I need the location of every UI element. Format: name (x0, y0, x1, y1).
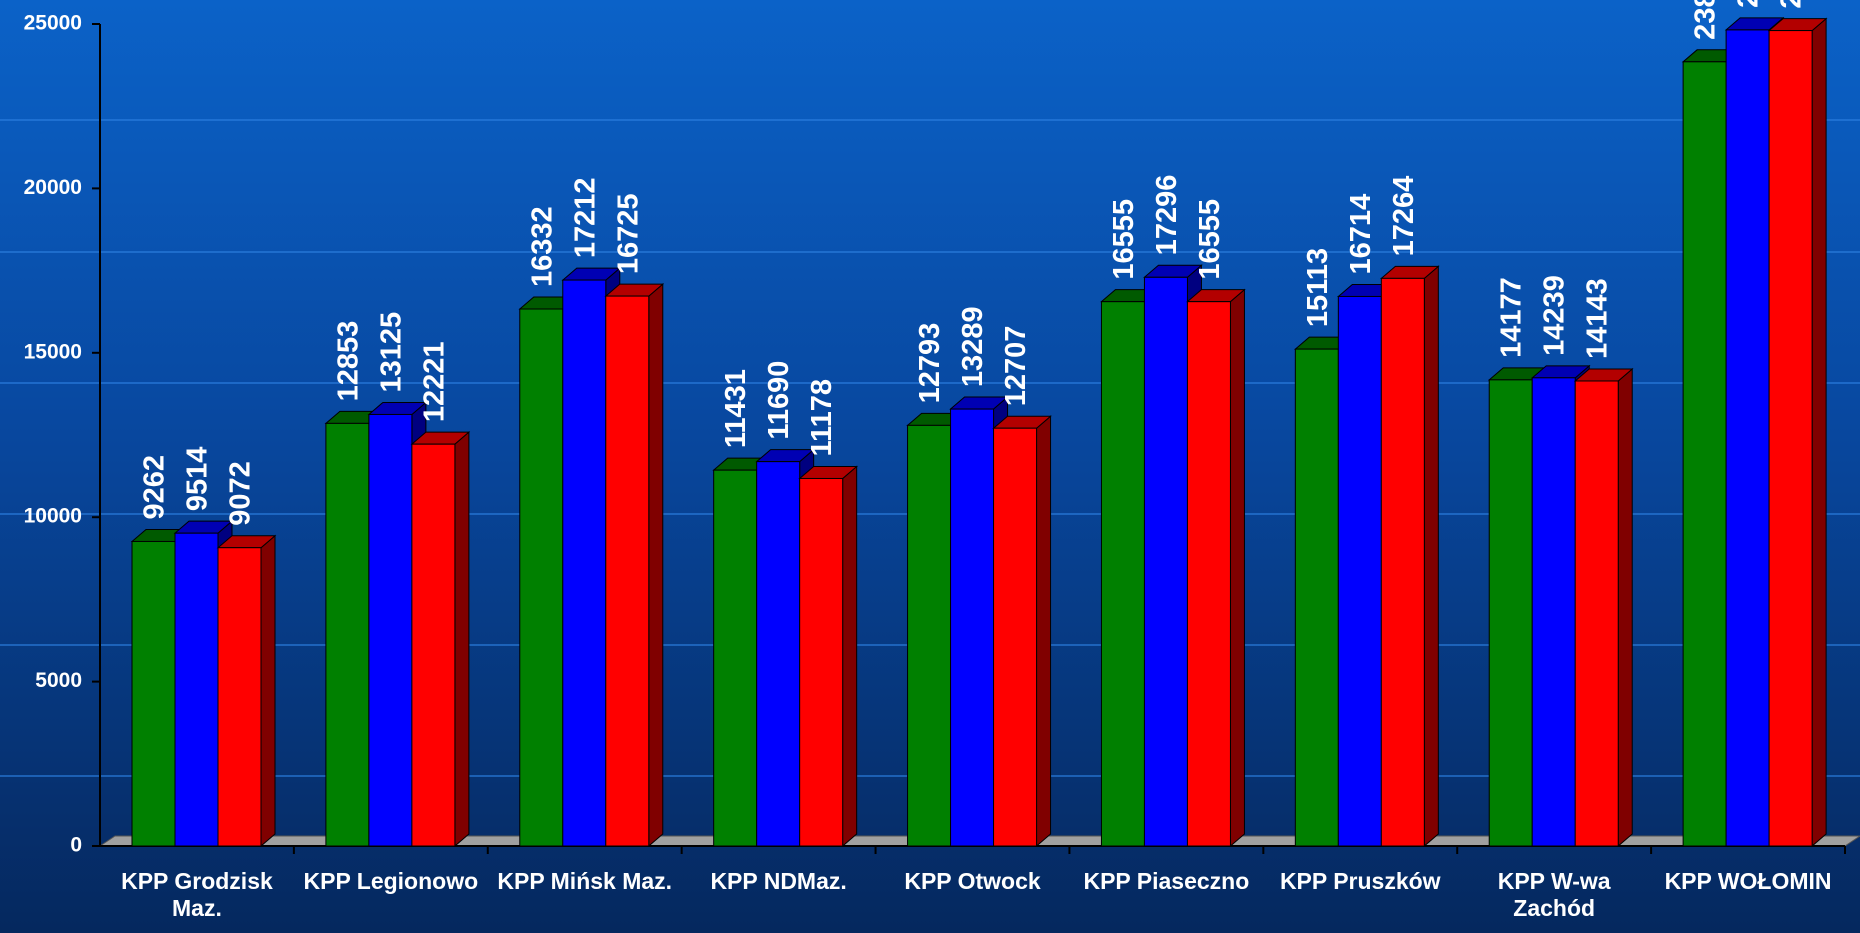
y-tick-label: 5000 (35, 669, 82, 692)
x-tick-label: KPP Legionowo (303, 868, 479, 894)
bar-side (842, 465, 858, 848)
bar-side (1423, 265, 1439, 848)
value-label: 12793 (914, 323, 946, 404)
bar-side (1617, 367, 1633, 848)
bar (368, 413, 413, 847)
value-label: 11690 (763, 361, 795, 440)
value-label: 16555 (1108, 199, 1140, 280)
bar (562, 279, 607, 847)
bar-side (648, 282, 664, 848)
value-label: 11178 (806, 379, 838, 456)
bar (1143, 276, 1188, 847)
bar (519, 308, 564, 847)
bar-side (1229, 288, 1245, 848)
bar (1294, 348, 1339, 847)
bar (1488, 379, 1533, 847)
bar (1186, 301, 1231, 847)
bar (605, 295, 650, 847)
bar (1100, 301, 1145, 847)
bar-side (454, 431, 470, 848)
bar (1380, 277, 1425, 847)
x-tick-label: KPP Otwock (904, 868, 1041, 894)
bar-side (1811, 17, 1827, 848)
x-tick-label: KPP Grodzisk Maz. (121, 868, 273, 921)
bar (131, 540, 176, 847)
value-label: 11431 (720, 369, 752, 448)
x-tick-label: KPP W-wa Zachód (1497, 868, 1611, 921)
value-label: 24820 (1733, 0, 1765, 8)
value-label: 13289 (957, 306, 989, 387)
value-label: 14143 (1582, 278, 1614, 359)
value-label: 9262 (139, 455, 171, 520)
bar (411, 443, 456, 847)
value-label: 14239 (1539, 275, 1571, 356)
value-label: 17296 (1151, 175, 1183, 256)
value-label: 15113 (1302, 248, 1334, 327)
x-tick-label: KPP Pruszków (1279, 868, 1441, 894)
x-tick-label: KPP WOŁOMIN (1664, 868, 1832, 894)
bar-side (260, 534, 276, 848)
value-label: 17212 (569, 177, 601, 258)
y-tick-label: 0 (70, 834, 82, 857)
value-label: 16332 (526, 206, 558, 287)
value-label: 16714 (1345, 194, 1377, 275)
value-label: 16725 (612, 193, 644, 274)
bar (325, 422, 370, 847)
bar (217, 547, 262, 847)
bar (799, 477, 844, 847)
x-tick-label: KPP NDMaz. (710, 868, 847, 894)
value-label: 12221 (418, 342, 450, 423)
bar (950, 408, 995, 847)
value-label: 9072 (225, 461, 257, 526)
value-label: 16555 (1194, 199, 1226, 280)
value-label: 13125 (375, 312, 407, 393)
bar (1531, 377, 1576, 847)
bar (713, 469, 758, 847)
y-tick-label: 15000 (24, 340, 82, 363)
bar (1725, 29, 1770, 847)
y-tick-label: 25000 (24, 12, 82, 35)
bar (907, 424, 952, 847)
value-label: 12707 (1000, 326, 1032, 407)
bar (1768, 30, 1813, 847)
value-label: 23850 (1690, 0, 1722, 40)
x-tick-label: KPP Mińsk Maz. (497, 868, 673, 894)
bar (1682, 61, 1727, 847)
x-tick-label: KPP Piaseczno (1083, 868, 1250, 894)
y-tick-label: 20000 (24, 176, 82, 199)
bar (993, 427, 1038, 847)
bar (1574, 380, 1619, 847)
y-tick-label: 10000 (24, 505, 82, 528)
bar-side (1036, 415, 1052, 848)
value-label: 12853 (332, 321, 364, 402)
value-label: 14177 (1496, 277, 1528, 358)
value-label: 9514 (182, 447, 214, 512)
bar (756, 461, 801, 847)
bar (1337, 295, 1382, 847)
bar (174, 532, 219, 847)
value-label: 17264 (1388, 176, 1420, 257)
value-label: 24800 (1776, 0, 1808, 9)
